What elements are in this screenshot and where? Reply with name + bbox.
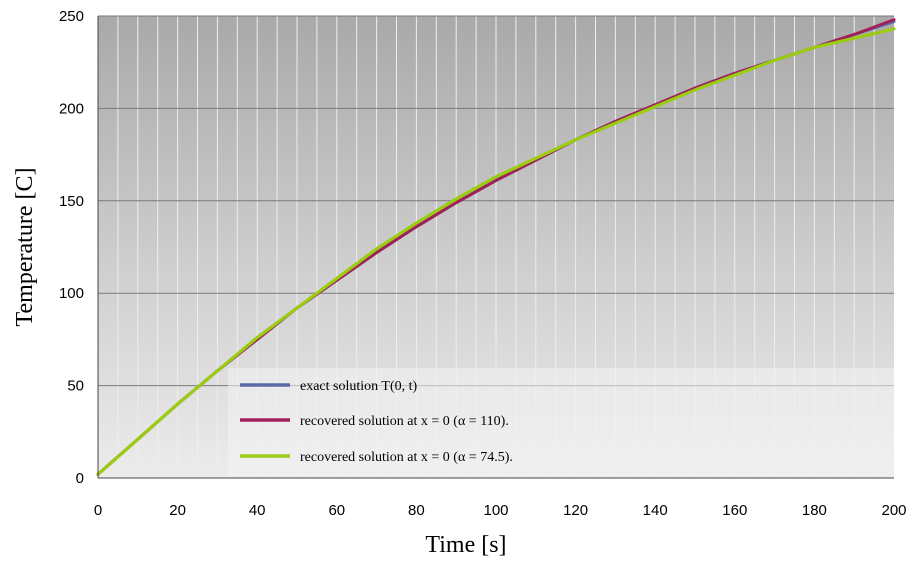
- x-tick-label: 180: [802, 502, 827, 519]
- y-axis-label: Temperature [C]: [12, 168, 38, 327]
- series-line-3: [96, 27, 896, 476]
- x-tick-label: 200: [881, 502, 906, 519]
- x-tick-label: 120: [563, 502, 588, 519]
- axes: 0 20 40 60 80 100 120 140 160 180 200 0 50 100 150 200 2…: [59, 8, 907, 519]
- y-tick-label: 50: [67, 378, 84, 395]
- x-tick-label: 100: [483, 502, 508, 519]
- x-tick-label: 140: [643, 502, 668, 519]
- y-tick-label: 250: [59, 8, 84, 25]
- legend: exact solution T(0, t) recovered solution…: [240, 379, 513, 465]
- x-tick-label: 0: [94, 502, 102, 519]
- legend-label-1: exact solution T(0, t): [300, 379, 417, 394]
- x-tick-label: 40: [249, 502, 266, 519]
- x-tick-label: 160: [722, 502, 747, 519]
- x-tick-label: 80: [408, 502, 425, 519]
- x-axis-label: Time [s]: [425, 532, 506, 558]
- legend-box: [228, 368, 894, 476]
- y-tick-label: 100: [59, 285, 84, 302]
- legend-label-3: recovered solution at x = 0 (α = 74.5).: [300, 450, 513, 465]
- y-tick-label: 200: [59, 100, 84, 117]
- x-tick-label: 20: [169, 502, 186, 519]
- x-tick-label: 60: [328, 502, 345, 519]
- legend-label-2: recovered solution at x = 0 (α = 110).: [300, 414, 509, 429]
- y-tick-label: 0: [76, 470, 84, 487]
- y-tick-label: 150: [59, 193, 84, 210]
- series-layer: [96, 18, 896, 476]
